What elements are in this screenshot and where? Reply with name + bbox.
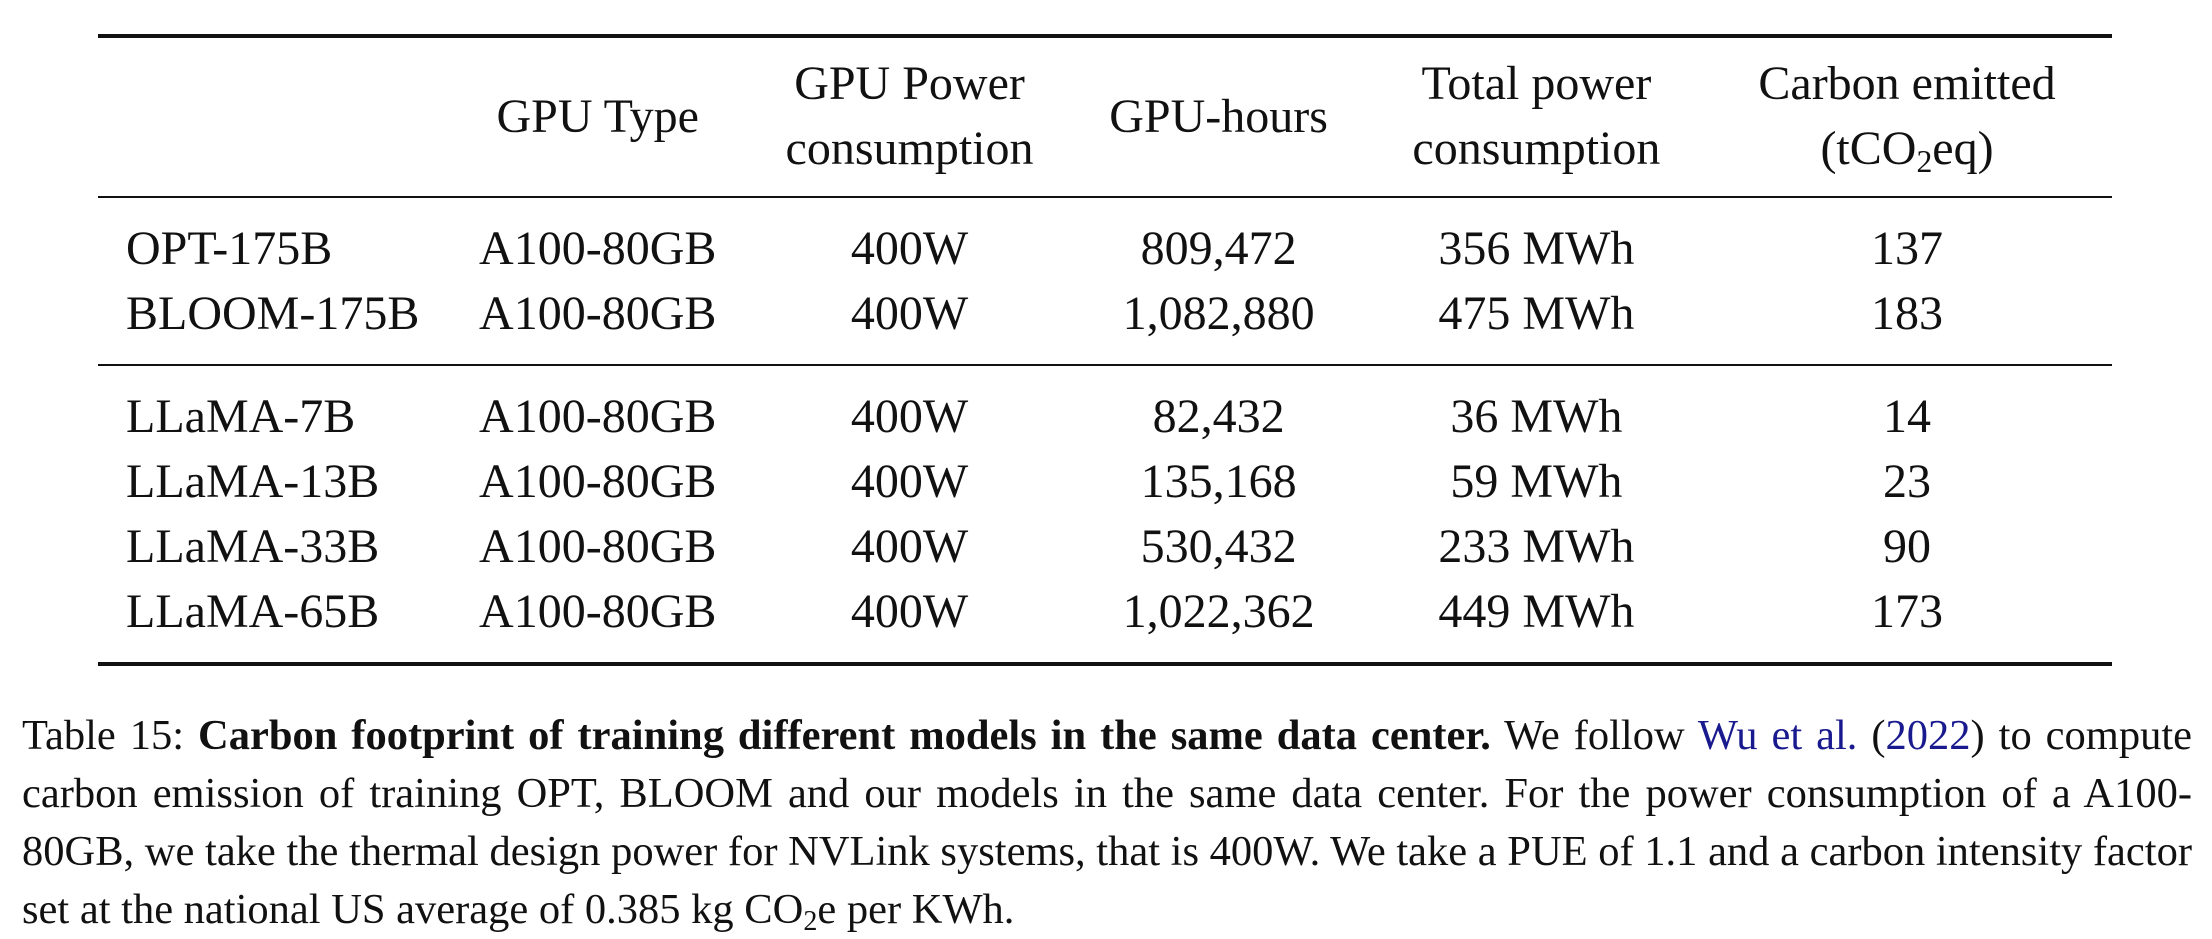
cell-total-power: 475 MWh	[1438, 286, 1635, 340]
cell-total-power: 233 MWh	[1438, 519, 1635, 573]
table-row: BLOOM-175B A100-80GB 400W 1,082,880 475 …	[98, 281, 2112, 365]
cell-gpu-hours: 82,432	[1152, 389, 1285, 443]
cell-model: LLaMA-65B	[126, 584, 380, 638]
cell-model: OPT-175B	[126, 221, 333, 275]
cell-gpu-power: 400W	[850, 454, 969, 508]
cell-gpu-power: 400W	[850, 389, 969, 443]
caption-bold-title: Carbon footprint of training different m…	[198, 711, 1491, 759]
cell-gpu-hours: 809,472	[1140, 221, 1297, 275]
header-gpu-type: GPU Type	[496, 89, 699, 143]
table-row: OPT-175B A100-80GB 400W 809,472 356 MWh …	[98, 197, 2112, 281]
header-gpu-power: GPU Power consumption	[753, 36, 1067, 197]
cell-carbon: 23	[1883, 454, 1931, 508]
caption-text-3: e per KWh.	[817, 885, 1015, 933]
cell-carbon: 14	[1883, 389, 1931, 443]
carbon-footprint-table: GPU Type GPU Power consumption GPU-hours…	[98, 34, 2112, 666]
table-row: LLaMA-13B A100-80GB 400W 135,168 59 MWh …	[98, 449, 2112, 514]
header-gpu-power-line1: GPU Power	[794, 57, 1025, 111]
cell-model: LLaMA-13B	[126, 454, 380, 508]
header-carbon-emitted: Carbon emitted (tCO2eq)	[1702, 36, 2112, 197]
cell-total-power: 356 MWh	[1438, 221, 1635, 275]
cell-model: BLOOM-175B	[126, 286, 420, 340]
cell-gpu-type: A100-80GB	[479, 389, 717, 443]
cell-gpu-type: A100-80GB	[479, 286, 717, 340]
cell-gpu-type: A100-80GB	[479, 584, 717, 638]
header-model	[98, 36, 443, 197]
citation-authors-link[interactable]: Wu et al.	[1697, 711, 1858, 759]
cell-carbon: 183	[1871, 286, 1943, 340]
cell-gpu-hours: 1,082,880	[1122, 286, 1315, 340]
header-carbon-line2-post: eq)	[1932, 122, 1994, 175]
table-body-baselines: OPT-175B A100-80GB 400W 809,472 356 MWh …	[98, 197, 2112, 365]
header-total-power-line1: Total power	[1421, 57, 1652, 111]
header-carbon-line2: (tCO2eq)	[1820, 122, 1994, 177]
cell-gpu-power: 400W	[850, 584, 969, 638]
citation-open-paren: (	[1871, 711, 1886, 759]
header-total-power-line2: consumption	[1412, 122, 1661, 175]
cell-gpu-power: 400W	[850, 221, 969, 275]
cell-carbon: 137	[1871, 221, 1943, 275]
caption-text-1: We follow	[1504, 711, 1685, 759]
header-carbon-line1: Carbon emitted	[1758, 57, 2056, 111]
header-gpu-power-line2: consumption	[785, 122, 1034, 175]
cell-gpu-type: A100-80GB	[479, 519, 717, 573]
table-caption: Table 15: Carbon footprint of training d…	[22, 707, 2192, 939]
cell-gpu-hours: 1,022,362	[1122, 584, 1315, 638]
cell-total-power: 36 MWh	[1450, 389, 1623, 443]
cell-gpu-power: 400W	[850, 286, 969, 340]
header-row: GPU Type GPU Power consumption GPU-hours…	[98, 36, 2112, 197]
cell-gpu-type: A100-80GB	[479, 221, 717, 275]
cell-model: LLaMA-33B	[126, 519, 380, 573]
cell-carbon: 173	[1871, 584, 1943, 638]
cell-carbon: 90	[1883, 519, 1931, 573]
cell-total-power: 449 MWh	[1438, 584, 1635, 638]
table-row: LLaMA-33B A100-80GB 400W 530,432 233 MWh…	[98, 514, 2112, 579]
caption-label: Table 15:	[22, 711, 185, 759]
cell-model: LLaMA-7B	[126, 389, 356, 443]
header-total-power: Total power consumption	[1371, 36, 1702, 197]
table-header: GPU Type GPU Power consumption GPU-hours…	[98, 36, 2112, 197]
cell-gpu-power: 400W	[850, 519, 969, 573]
header-carbon-subscript: 2	[1916, 143, 1933, 179]
header-carbon-line2-pre: (tCO	[1820, 122, 1917, 175]
citation-year-link[interactable]: 2022	[1885, 711, 1971, 759]
caption-text-2: to compute carbon emission of training O…	[22, 711, 2193, 933]
caption-co2-subscript: 2	[803, 905, 818, 937]
citation-close-paren: )	[1970, 711, 1985, 759]
header-gpu-hours: GPU-hours	[1109, 89, 1328, 143]
table-row: LLaMA-65B A100-80GB 400W 1,022,362 449 M…	[98, 579, 2112, 664]
carbon-footprint-table-container: GPU Type GPU Power consumption GPU-hours…	[98, 34, 2112, 666]
cell-gpu-hours: 530,432	[1140, 519, 1297, 573]
cell-gpu-hours: 135,168	[1140, 454, 1297, 508]
table-body-llama: LLaMA-7B A100-80GB 400W 82,432 36 MWh 14…	[98, 365, 2112, 664]
cell-gpu-type: A100-80GB	[479, 454, 717, 508]
table-row: LLaMA-7B A100-80GB 400W 82,432 36 MWh 14	[98, 365, 2112, 449]
cell-total-power: 59 MWh	[1450, 454, 1623, 508]
